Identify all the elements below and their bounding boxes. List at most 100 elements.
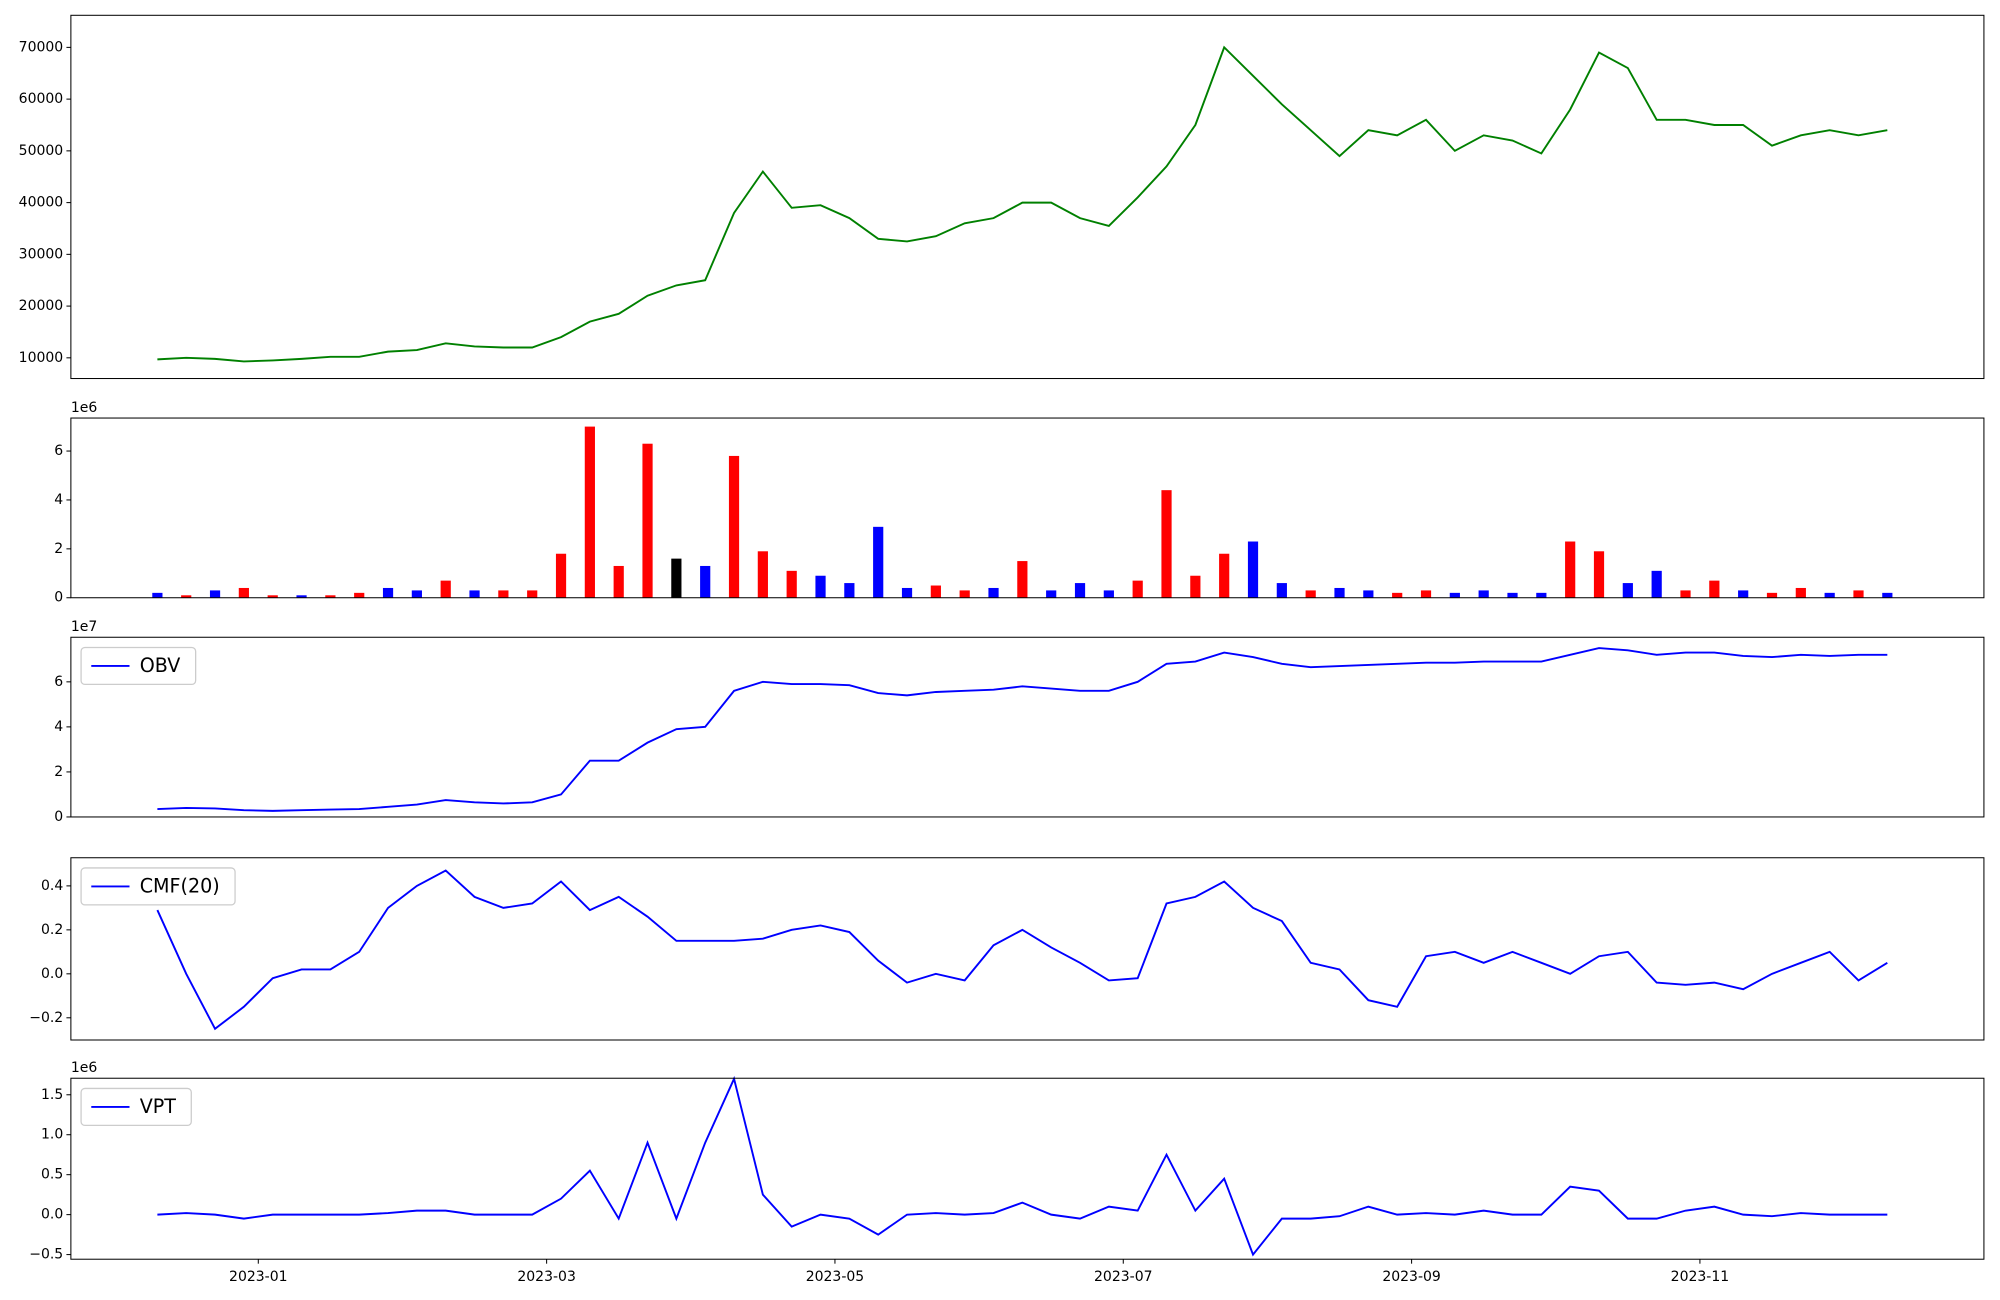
volume-bar (1103, 590, 1114, 598)
volume-bar (527, 590, 538, 598)
y-tick-label: 4 (54, 719, 63, 735)
axis-offset-label: 1e7 (71, 619, 97, 635)
volume-bar (671, 558, 682, 598)
volume-bar (1709, 580, 1720, 598)
volume-bar (1593, 551, 1605, 598)
volume-bar (700, 565, 711, 598)
y-tick-label: −0.5 (29, 1247, 63, 1263)
volume-bar (1738, 590, 1749, 598)
x-tick-label: 2023-05 (806, 1269, 865, 1285)
y-tick-label: 20000 (19, 298, 64, 314)
volume-bar (1420, 590, 1432, 598)
y-tick-label: 70000 (19, 39, 64, 55)
volume-bar (1132, 580, 1143, 598)
y-tick-label: −0.2 (29, 1010, 63, 1026)
volume-bar (1190, 575, 1201, 598)
x-tick-label: 2023-07 (1094, 1269, 1153, 1285)
volume-bar (901, 587, 913, 598)
volume-bar (1334, 587, 1345, 598)
volume-bar (959, 590, 970, 598)
volume-bar (469, 590, 480, 598)
volume-bar (988, 587, 999, 598)
volume-bar (1507, 592, 1518, 598)
x-tick-label: 2023-01 (229, 1269, 287, 1285)
volume-bar (1219, 553, 1230, 598)
volume-bar (1276, 583, 1287, 598)
volume-bar (1017, 561, 1028, 598)
legend-box (80, 646, 197, 686)
volume-bar (1046, 590, 1057, 598)
volume-bar (354, 592, 365, 598)
y-tick-label: 2 (54, 541, 63, 557)
volume-bar (930, 585, 941, 598)
y-tick-label: 50000 (19, 143, 64, 159)
y-tick-label: 40000 (19, 195, 64, 211)
x-tick-label: 2023-11 (1671, 1269, 1730, 1285)
y-tick-label: 30000 (19, 246, 64, 262)
series-line (156, 869, 1888, 1031)
series-line (157, 647, 1888, 812)
volume-bar (152, 592, 163, 598)
volume-bar (1565, 541, 1576, 598)
volume-bar (382, 587, 394, 598)
y-tick-label: 0.0 (41, 966, 63, 982)
volume-bar (555, 553, 567, 598)
axes-frame (70, 14, 1985, 380)
volume-bar (757, 551, 768, 598)
volume-bar (1392, 592, 1403, 598)
volume-bar (584, 426, 595, 598)
volume-bar (873, 526, 884, 598)
axes-frame (70, 636, 1985, 818)
volume-bar (411, 590, 422, 598)
volume-bar (498, 590, 509, 598)
volume-bar (786, 570, 797, 598)
volume-bar (209, 590, 221, 598)
y-tick-label: 0.5 (41, 1167, 63, 1183)
axis-offset-label: 1e6 (71, 400, 98, 416)
volume-bar (440, 580, 451, 598)
series-line (157, 45, 1888, 363)
volume-bar (1247, 541, 1259, 598)
volume-bar (1853, 590, 1864, 598)
axes-frame (70, 1077, 1985, 1260)
y-tick-label: 0.4 (41, 878, 63, 894)
volume-bar (1305, 590, 1316, 598)
y-tick-label: 60000 (19, 91, 64, 107)
volume-bar (1536, 592, 1547, 598)
y-tick-label: 0 (54, 809, 63, 825)
y-tick-label: 0.2 (41, 922, 63, 938)
legend-box (80, 867, 236, 906)
volume-bar (1363, 590, 1374, 598)
axis-offset-label: 1e6 (71, 1060, 98, 1076)
x-tick-label: 2023-09 (1382, 1269, 1441, 1285)
volume-bar (1680, 590, 1691, 598)
y-tick-label: 4 (54, 492, 63, 508)
series-line (157, 1075, 1888, 1257)
volume-bar (296, 595, 307, 598)
volume-bar (728, 455, 740, 598)
volume-bar (1161, 490, 1172, 598)
volume-bar (1478, 590, 1489, 598)
volume-bar (1824, 592, 1835, 598)
y-tick-label: 1.5 (41, 1087, 63, 1103)
legend-box (80, 1087, 192, 1127)
volume-bar (1795, 587, 1806, 598)
y-tick-label: 6 (54, 443, 63, 459)
y-tick-label: 2 (54, 764, 63, 780)
axes-frame (70, 417, 1985, 599)
volume-bar (844, 583, 855, 598)
volume-bar (1651, 570, 1662, 598)
y-tick-label: 6 (54, 674, 63, 690)
legend-label: VPT (140, 1095, 177, 1118)
volume-bar (1622, 583, 1633, 598)
axes-frame (70, 857, 1985, 1041)
volume-bar (1766, 592, 1778, 598)
legend-label: OBV (140, 654, 181, 677)
volume-bar (1449, 592, 1460, 598)
volume-bar (181, 595, 192, 598)
volume-bar (1074, 583, 1086, 598)
volume-bar (1882, 592, 1893, 598)
x-tick-label: 2023-03 (517, 1269, 576, 1285)
volume-bar (238, 587, 249, 598)
